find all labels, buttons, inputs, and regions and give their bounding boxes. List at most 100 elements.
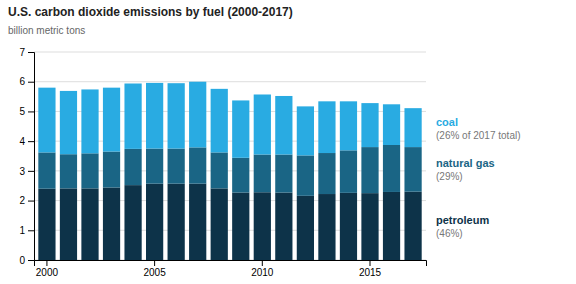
y-tick-mark bbox=[28, 230, 34, 231]
y-tick: 2 bbox=[19, 195, 34, 206]
y-tick: 0 bbox=[19, 255, 34, 266]
x-tick: 2010 bbox=[251, 260, 274, 278]
series bbox=[38, 184, 421, 260]
y-tick-label: 1 bbox=[19, 225, 25, 236]
bars bbox=[38, 82, 421, 260]
y-tick-mark bbox=[28, 260, 34, 261]
title: U.S. carbon dioxide emissions by fuel (2… bbox=[8, 5, 293, 19]
bar bbox=[318, 194, 335, 260]
y-tick-label: 0 bbox=[19, 255, 25, 266]
x-tick-label: 2015 bbox=[359, 267, 382, 278]
y-tick-label: 4 bbox=[19, 136, 25, 147]
y-tick-label: 5 bbox=[19, 106, 25, 117]
bar bbox=[168, 83, 185, 148]
bar bbox=[189, 82, 206, 148]
y-axis-line bbox=[28, 53, 35, 261]
y-tick-label: 6 bbox=[19, 76, 25, 87]
bar bbox=[297, 155, 314, 195]
bar bbox=[103, 152, 120, 188]
x-tick: 2000 bbox=[36, 260, 59, 278]
bar bbox=[103, 187, 120, 260]
bar bbox=[81, 188, 98, 260]
bar bbox=[361, 147, 378, 193]
bar bbox=[124, 185, 141, 260]
bar bbox=[318, 153, 335, 194]
bar bbox=[38, 88, 55, 153]
y-tick-label: 3 bbox=[19, 166, 25, 177]
x-axis-line bbox=[35, 261, 427, 267]
bar bbox=[211, 188, 228, 260]
bar bbox=[146, 83, 163, 149]
x-tick-mark bbox=[370, 260, 371, 266]
bar bbox=[60, 188, 77, 260]
y-tick: 5 bbox=[19, 106, 34, 117]
bar bbox=[38, 189, 55, 260]
bar bbox=[404, 108, 421, 147]
chart: U.S. carbon dioxide emissions by fuel (2… bbox=[0, 0, 576, 284]
x-tick-mark bbox=[46, 260, 47, 266]
bar bbox=[383, 104, 400, 145]
bar bbox=[211, 89, 228, 153]
bar bbox=[189, 147, 206, 183]
legend-item: petroleum (46%) bbox=[436, 214, 489, 239]
bar bbox=[232, 193, 249, 260]
legend-note: (46%) bbox=[436, 228, 463, 239]
y-tick-label: 2 bbox=[19, 195, 25, 206]
legend-item: natural gas (29%) bbox=[436, 157, 495, 182]
bar bbox=[168, 184, 185, 260]
bar bbox=[275, 155, 292, 193]
x-tick-label: 2010 bbox=[251, 267, 274, 278]
y-tick-mark bbox=[28, 111, 34, 112]
bar bbox=[318, 101, 335, 153]
y-tick-mark bbox=[28, 141, 34, 142]
plot: 0 1 2 3 4 5 6 7 2000 2005 2010 2015 bbox=[19, 47, 426, 278]
x-tick-label: 2000 bbox=[36, 267, 59, 278]
bar bbox=[383, 192, 400, 260]
x-tick: 2005 bbox=[143, 260, 166, 278]
bar bbox=[361, 193, 378, 260]
bar bbox=[60, 91, 77, 154]
y-tick-mark bbox=[28, 171, 34, 172]
bar bbox=[60, 154, 77, 188]
grid-line bbox=[34, 52, 426, 53]
x-tick-label: 2005 bbox=[143, 267, 166, 278]
legend-note: (26% of 2017 total) bbox=[436, 130, 521, 141]
y-tick-mark bbox=[28, 201, 34, 202]
y-tick-mark bbox=[28, 82, 34, 83]
bar bbox=[38, 152, 55, 188]
bar bbox=[146, 149, 163, 184]
x-tick-mark bbox=[262, 260, 263, 266]
bar bbox=[340, 101, 357, 150]
grid-line bbox=[34, 81, 426, 82]
bar bbox=[254, 94, 271, 154]
bar bbox=[211, 152, 228, 188]
bar bbox=[340, 193, 357, 260]
x-tick: 2015 bbox=[359, 260, 382, 278]
bar bbox=[383, 145, 400, 192]
y-tick: 4 bbox=[19, 136, 34, 147]
bar bbox=[361, 103, 378, 147]
bar bbox=[232, 158, 249, 193]
bar bbox=[254, 192, 271, 260]
bar bbox=[297, 196, 314, 260]
bar bbox=[146, 184, 163, 260]
bar bbox=[340, 150, 357, 192]
y-tick-mark bbox=[28, 52, 34, 53]
bar bbox=[275, 96, 292, 155]
bar bbox=[168, 149, 185, 184]
bar bbox=[189, 184, 206, 260]
legend-label: natural gas bbox=[436, 157, 495, 169]
y-tick-label: 7 bbox=[19, 47, 25, 58]
bar bbox=[232, 100, 249, 157]
y-tick: 3 bbox=[19, 166, 34, 177]
legend-label: petroleum bbox=[436, 214, 489, 226]
y-axis-title: billion metric tons bbox=[8, 25, 85, 36]
legend-note: (29%) bbox=[436, 171, 463, 182]
bar bbox=[124, 83, 141, 148]
y-axis: 0 1 2 3 4 5 6 7 bbox=[19, 47, 34, 266]
grid bbox=[34, 52, 426, 260]
bar bbox=[81, 89, 98, 153]
y-tick: 7 bbox=[19, 47, 34, 58]
y-tick: 6 bbox=[19, 76, 34, 87]
y-tick: 1 bbox=[19, 225, 34, 236]
